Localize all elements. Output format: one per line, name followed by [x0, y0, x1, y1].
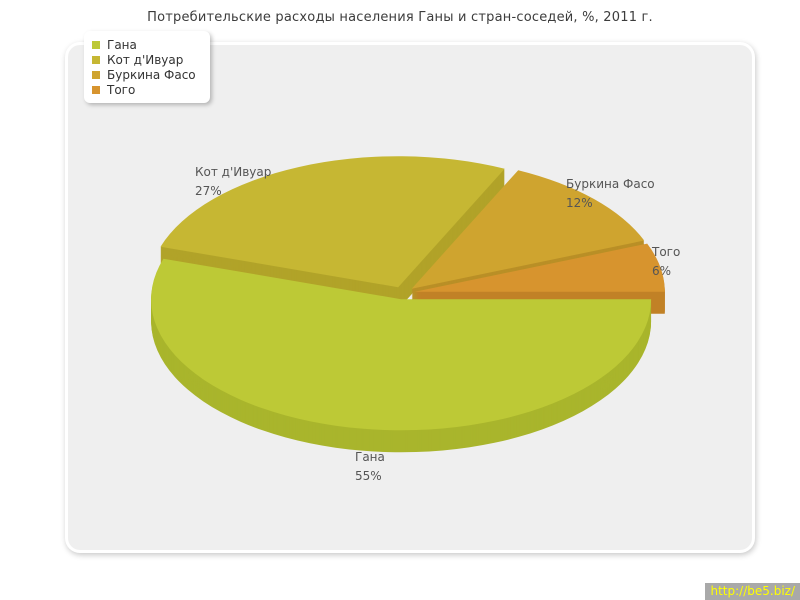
legend-swatch-icon — [92, 85, 100, 94]
slice-label-value: 55% — [355, 469, 382, 483]
legend-item-2[interactable]: Буркина Фасо — [92, 67, 196, 82]
chart-title: Потребительские расходы населения Ганы и… — [147, 10, 653, 25]
slice-label-2: Буркина Фасо 12% — [566, 175, 655, 213]
slice-label-0: Гана 55% — [355, 448, 385, 486]
pie-slice-2[interactable] — [411, 170, 645, 311]
slice-label-name: Кот д'Ивуар — [195, 165, 272, 179]
legend-item-label: Гана — [107, 37, 137, 52]
legend-swatch-icon — [92, 70, 100, 79]
legend-item-label: Того — [107, 82, 136, 97]
legend-item-label: Буркина Фасо — [107, 67, 196, 82]
legend-item-1[interactable]: Кот д'Ивуар — [92, 52, 196, 67]
legend-item-3[interactable]: Того — [92, 82, 196, 97]
slice-label-name: Гана — [355, 450, 385, 464]
slice-label-name: Буркина Фасо — [566, 177, 655, 191]
pie-slice-1[interactable] — [160, 156, 505, 310]
slice-label-3: Того 6% — [652, 243, 680, 281]
slice-label-name: Того — [652, 245, 681, 259]
pie-slice-0[interactable] — [151, 258, 652, 453]
slice-label-1: Кот д'Ивуар 27% — [195, 163, 271, 201]
slice-label-value: 6% — [652, 264, 672, 278]
legend-swatch-icon — [92, 55, 100, 64]
watermark-link[interactable]: http://be5.biz/ — [705, 583, 800, 600]
slice-label-value: 27% — [195, 184, 222, 198]
legend-item-label: Кот д'Ивуар — [107, 52, 184, 67]
legend-item-0[interactable]: Гана — [92, 37, 196, 52]
legend-swatch-icon — [92, 40, 100, 49]
slice-label-value: 12% — [566, 196, 593, 210]
legend: Гана Кот д'Ивуар Буркина Фасо Того — [84, 31, 210, 103]
